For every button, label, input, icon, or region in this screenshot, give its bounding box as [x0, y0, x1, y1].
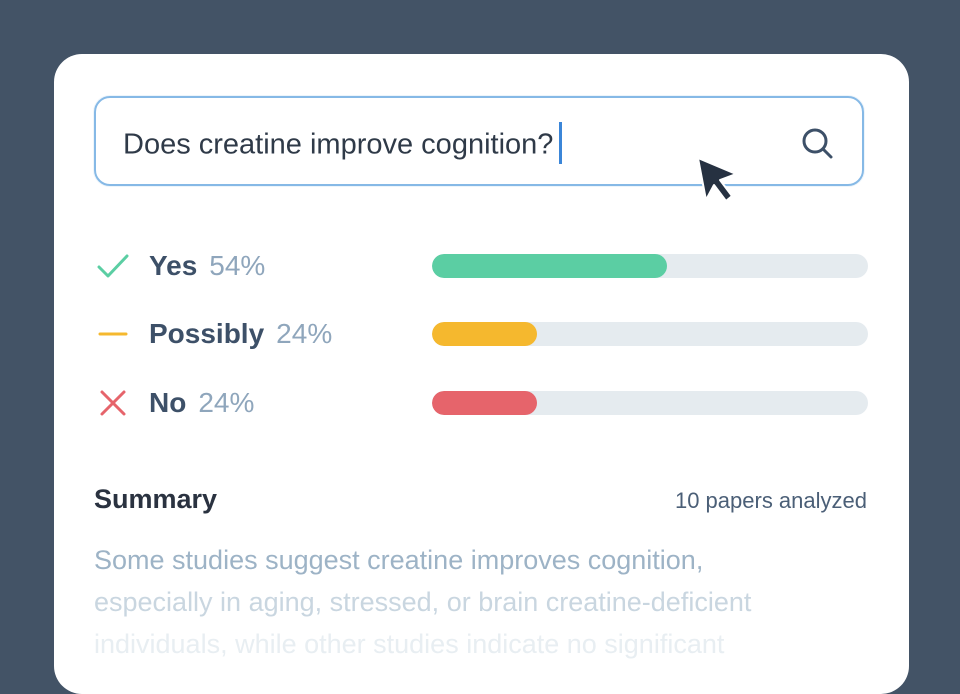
- result-percent-possibly: 24%: [276, 318, 333, 349]
- result-label-yes: Yes 54%: [149, 250, 266, 281]
- search-query: Does creatine improve cognition?: [123, 128, 554, 161]
- result-bar-no: [432, 391, 868, 415]
- result-label-possibly: Possibly 24%: [149, 318, 333, 349]
- check-icon: [97, 254, 129, 278]
- result-bar-possibly: [432, 322, 868, 346]
- result-label-no: No 24%: [149, 387, 255, 418]
- result-bar-yes: [432, 254, 868, 278]
- result-row-yes: Yes 54%: [94, 246, 869, 286]
- summary-title: Summary: [94, 484, 218, 514]
- result-row-possibly: Possibly 24%: [94, 314, 869, 354]
- text-caret: [559, 122, 563, 164]
- result-percent-yes: 54%: [209, 250, 266, 281]
- search-input[interactable]: Does creatine improve cognition?: [123, 122, 563, 167]
- dash-icon: [98, 332, 128, 336]
- search-button[interactable]: [798, 124, 838, 164]
- search-icon: [802, 128, 833, 159]
- summary-line-2: especially in aging, stressed, or brain …: [94, 587, 752, 617]
- search-box[interactable]: Does creatine improve cognition?: [94, 96, 864, 186]
- result-percent-no: 24%: [198, 387, 255, 418]
- result-row-no: No 24%: [94, 383, 869, 423]
- result-bar-fill-yes: [432, 254, 668, 278]
- result-bar-fill-no: [432, 391, 537, 415]
- results-card: Does creatine improve cognition? Yes 54% …: [54, 54, 909, 694]
- mouse-pointer-icon: [697, 157, 737, 202]
- result-bar-fill-possibly: [432, 322, 537, 346]
- papers-analyzed-count: 10 papers analyzed: [674, 488, 867, 513]
- summary-line-3: individuals, while other studies indicat…: [94, 629, 725, 659]
- summary-text: Some studies suggest creatine improves c…: [94, 539, 874, 665]
- cross-icon: [100, 390, 126, 416]
- summary-line-1: Some studies suggest creatine improves c…: [94, 545, 704, 575]
